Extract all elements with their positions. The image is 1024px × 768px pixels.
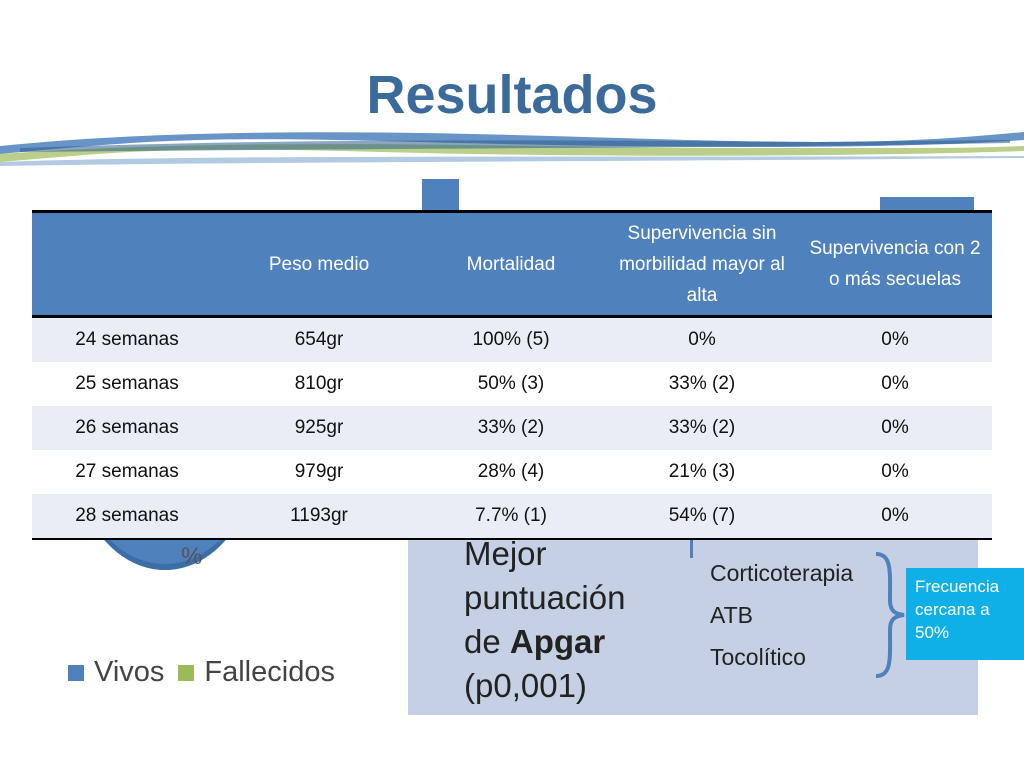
factor-item: Corticoterapia	[710, 560, 854, 586]
table-cell: 24 semanas	[32, 316, 222, 362]
panel-divider	[690, 532, 693, 558]
table-cell: 26 semanas	[32, 406, 222, 450]
table-cell: 654gr	[222, 316, 416, 362]
table-cell: 50% (3)	[416, 362, 606, 406]
pie-legend: Vivos Fallecidos	[68, 656, 349, 689]
table-row: 26 semanas 925gr 33% (2) 33% (2) 0%	[32, 406, 992, 450]
header-cell	[32, 210, 222, 318]
table-cell: 925gr	[222, 406, 416, 450]
header-cell: Mortalidad	[416, 210, 606, 318]
table-cell: 54% (7)	[606, 494, 798, 540]
table-cell: 33% (2)	[416, 406, 606, 450]
apgar-prefix: de	[464, 623, 510, 660]
table-cell: 0%	[606, 316, 798, 362]
table-cell: 25 semanas	[32, 362, 222, 406]
table-cell: 0%	[798, 406, 992, 450]
apgar-line-1: Mejor	[464, 535, 547, 572]
pie-percent-label: %	[181, 543, 203, 570]
legend-item-vivos: Vivos	[68, 656, 164, 689]
table-cell: 0%	[798, 316, 992, 362]
legend-item-fallecidos: Fallecidos	[178, 656, 335, 689]
factor-item: Tocolítico	[710, 644, 806, 670]
table-cell: 7.7% (1)	[416, 494, 606, 540]
table-cell: 33% (2)	[606, 406, 798, 450]
table-cell: 0%	[798, 494, 992, 540]
table-cell: 1193gr	[222, 494, 416, 540]
header-cell: Supervivencia con 2 o más secuelas	[798, 210, 992, 318]
apgar-text: Mejor puntuación de Apgar (p0,001)	[464, 532, 625, 708]
table-row: 24 semanas 654gr 100% (5) 0% 0%	[32, 316, 992, 362]
apgar-line-2: puntuación	[464, 579, 626, 616]
apgar-line-4: (p0,001)	[464, 667, 587, 704]
table-cell: 0%	[798, 450, 992, 494]
header-cell: Supervivencia sin morbilidad mayor al al…	[606, 210, 798, 318]
table-cell: 21% (3)	[606, 450, 798, 494]
frequency-callout: Frecuencia cercana a 50%	[906, 568, 1024, 660]
apgar-line-3: de Apgar	[464, 620, 625, 664]
table-row: 28 semanas 1193gr 7.7% (1) 54% (7) 0%	[32, 494, 992, 540]
table-header-row: Peso medio Mortalidad Supervivencia sin …	[32, 210, 992, 318]
right-brace-icon	[875, 552, 905, 678]
background-chart-bar	[880, 197, 974, 213]
apgar-bold: Apgar	[509, 623, 606, 660]
table-cell: 0%	[798, 362, 992, 406]
table-cell: 979gr	[222, 450, 416, 494]
legend-swatch-fallecidos	[178, 664, 195, 681]
slide-title: Resultados	[366, 65, 658, 125]
legend-label: Vivos	[94, 656, 165, 688]
background-chart-bar	[422, 179, 459, 213]
legend-label: Fallecidos	[204, 656, 335, 688]
table-cell: 100% (5)	[416, 316, 606, 362]
table-row: 25 semanas 810gr 50% (3) 33% (2) 0%	[32, 362, 992, 406]
table-cell: 33% (2)	[606, 362, 798, 406]
table-cell: 28% (4)	[416, 450, 606, 494]
decorative-brush-stroke	[0, 132, 1024, 166]
factor-list: Corticoterapia ATB Tocolítico	[710, 552, 853, 678]
table-cell: 28 semanas	[32, 494, 222, 540]
table-row: 27 semanas 979gr 28% (4) 21% (3) 0%	[32, 450, 992, 494]
table-cell: 810gr	[222, 362, 416, 406]
factor-item: ATB	[710, 602, 754, 628]
table-cell: 27 semanas	[32, 450, 222, 494]
legend-swatch-vivos	[68, 664, 84, 681]
header-cell: Peso medio	[222, 210, 416, 318]
results-table: Peso medio Mortalidad Supervivencia sin …	[32, 210, 992, 540]
